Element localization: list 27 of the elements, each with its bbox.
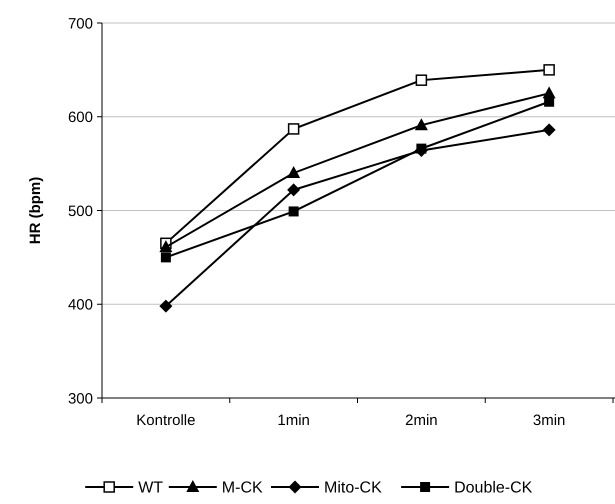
x-tick-label: 1min bbox=[277, 412, 310, 429]
y-tick-label: 600 bbox=[68, 109, 93, 126]
x-tick-label: 3min bbox=[532, 412, 566, 429]
legend-label: Mito-CK bbox=[324, 480, 382, 497]
point bbox=[544, 96, 554, 107]
point bbox=[160, 252, 171, 262]
legend-label: Double-CK bbox=[454, 480, 533, 497]
point bbox=[288, 123, 300, 135]
point bbox=[287, 166, 300, 178]
point bbox=[416, 144, 426, 154]
point bbox=[414, 118, 428, 130]
point bbox=[159, 300, 172, 313]
point bbox=[159, 240, 172, 252]
point bbox=[287, 183, 300, 196]
point bbox=[543, 64, 555, 76]
point bbox=[542, 123, 556, 136]
point bbox=[288, 206, 299, 216]
y-axis-title: HR (bpm) bbox=[27, 176, 44, 244]
x-tick-label: Kontrolle bbox=[136, 412, 196, 429]
y-tick-label: 300 bbox=[68, 390, 93, 408]
y-tick-label: 700 bbox=[68, 15, 93, 32]
y-tick-label: 500 bbox=[68, 202, 93, 220]
legend-label: M-CK bbox=[222, 480, 264, 497]
point bbox=[416, 74, 428, 86]
x-tick-label: 2min bbox=[405, 412, 438, 429]
legend-label: WT bbox=[138, 480, 164, 497]
y-tick-label: 400 bbox=[68, 296, 93, 314]
